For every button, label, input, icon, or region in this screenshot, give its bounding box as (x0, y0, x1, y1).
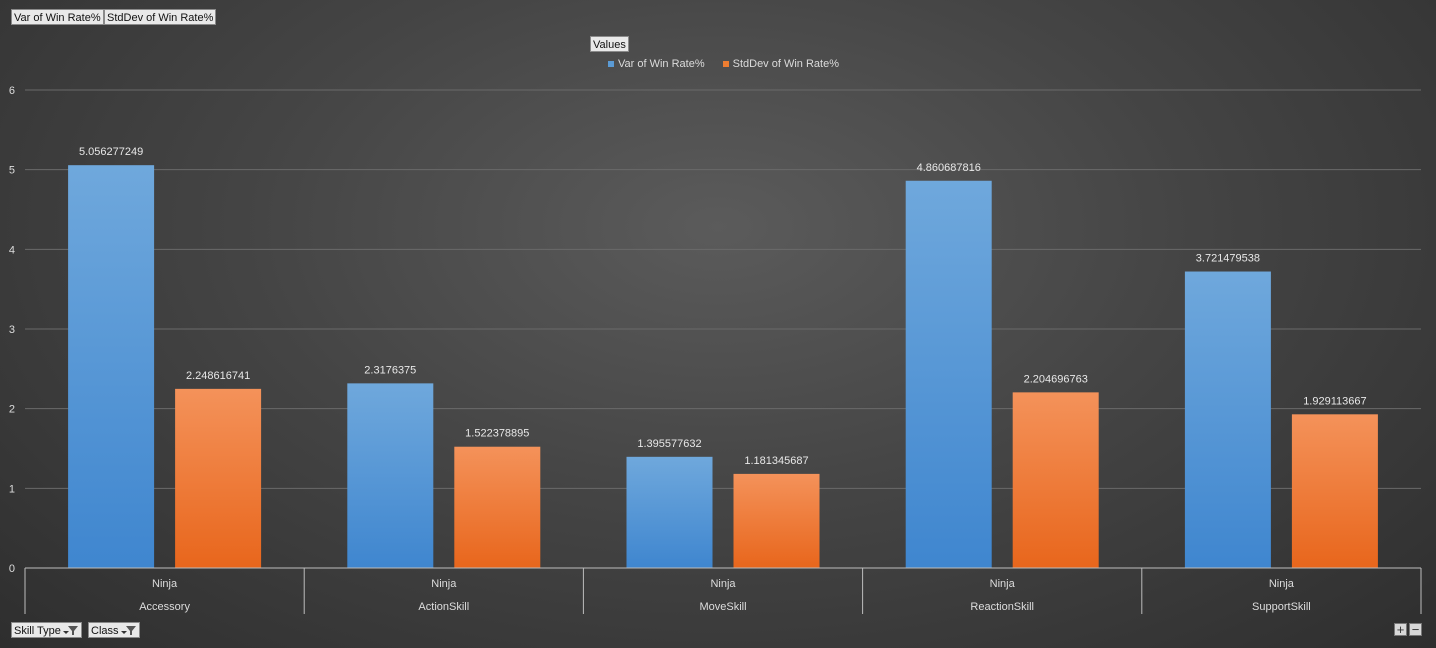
y-tick-label: 6 (9, 85, 15, 97)
legend: Var of Win Rate% StdDev of Win Rate% (608, 58, 839, 70)
axis-field-button-skill-type[interactable]: Skill Type (11, 622, 82, 638)
expand-field-button[interactable]: + (1394, 623, 1407, 636)
bar-stddev-win-rate[interactable] (733, 473, 820, 568)
y-tick-label: 0 (9, 563, 15, 575)
legend-item-stddev: StdDev of Win Rate% (722, 58, 839, 70)
data-label: 1.395577632 (637, 438, 701, 450)
data-label: 4.860687816 (917, 162, 981, 174)
x-tick-label-skill-type: Accessory (139, 601, 190, 613)
x-tick-label-class: Ninja (710, 578, 736, 590)
axis-field-label-class: Class (91, 625, 119, 637)
value-field-button-stddev[interactable]: StdDev of Win Rate% (104, 9, 217, 25)
data-label: 3.721479538 (1196, 253, 1260, 265)
bar-var-win-rate[interactable] (347, 383, 434, 568)
x-tick-label-skill-type: ReactionSkill (970, 601, 1034, 613)
axis-field-label-skill-type: Skill Type (14, 625, 61, 637)
bar-var-win-rate[interactable] (1184, 271, 1271, 568)
data-label: 2.3176375 (364, 364, 416, 376)
x-tick-label-class: Ninja (431, 578, 457, 590)
y-tick-label: 2 (9, 404, 15, 416)
value-field-button-var[interactable]: Var of Win Rate% (11, 9, 104, 25)
data-label: 1.929113667 (1303, 395, 1366, 407)
bar-stddev-win-rate[interactable] (1012, 392, 1099, 568)
data-label: 1.181345687 (744, 455, 808, 467)
axis-field-button-class[interactable]: Class (88, 622, 140, 638)
legend-label-stddev: StdDev of Win Rate% (732, 58, 839, 70)
data-label: 2.248616741 (186, 370, 250, 382)
legend-swatch-stddev (722, 61, 729, 67)
collapse-field-button[interactable]: − (1409, 623, 1422, 636)
data-label: 1.522378895 (465, 428, 529, 440)
x-tick-label-skill-type: ActionSkill (418, 601, 469, 613)
data-label: 5.056277249 (79, 146, 143, 158)
bar-stddev-win-rate[interactable] (454, 446, 541, 568)
legend-title-button[interactable]: Values (590, 36, 629, 52)
y-tick-label: 5 (9, 165, 15, 177)
bar-var-win-rate[interactable] (905, 180, 992, 568)
x-tick-label-skill-type: SupportSkill (1252, 601, 1311, 613)
bar-var-win-rate[interactable] (68, 165, 155, 569)
x-tick-label-skill-type: MoveSkill (699, 601, 746, 613)
x-tick-label-class: Ninja (1269, 578, 1295, 590)
filter-dropdown-icon (120, 626, 136, 635)
data-label: 2.204696763 (1024, 373, 1088, 385)
x-tick-label-class: Ninja (152, 578, 178, 590)
bar-stddev-win-rate[interactable] (175, 388, 262, 568)
legend-label-var: Var of Win Rate% (618, 58, 705, 70)
x-tick-label-class: Ninja (990, 578, 1016, 590)
bar-stddev-win-rate[interactable] (1291, 414, 1378, 568)
legend-item-var: Var of Win Rate% (608, 58, 705, 70)
legend-swatch-var (608, 61, 614, 67)
bar-var-win-rate[interactable] (626, 456, 713, 568)
y-tick-label: 1 (9, 483, 15, 495)
filter-dropdown-icon (62, 626, 78, 635)
y-tick-label: 4 (9, 244, 15, 256)
y-tick-label: 3 (9, 324, 15, 336)
